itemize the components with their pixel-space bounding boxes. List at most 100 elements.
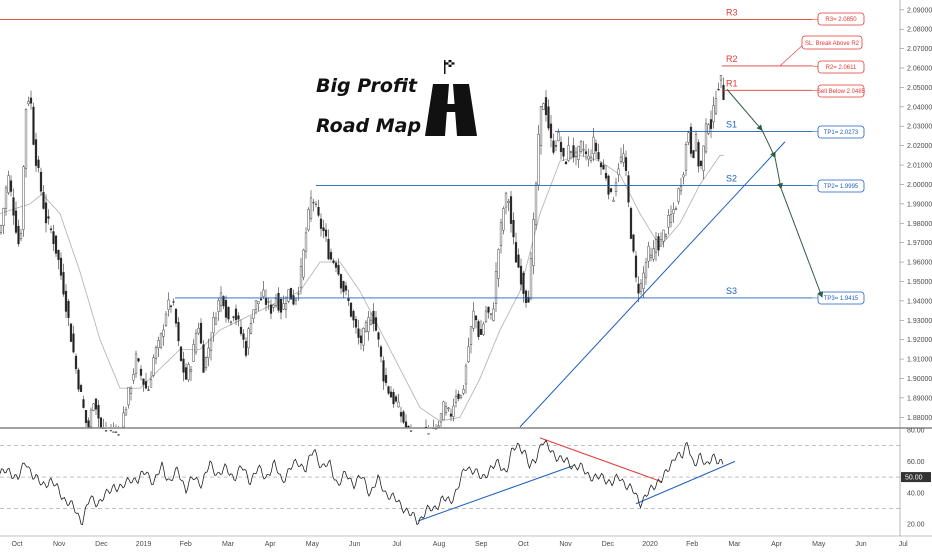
candle-body [620,157,622,162]
candle-body [298,294,300,295]
candle-body [513,220,515,237]
candle-body [58,250,60,259]
candle-body [613,200,615,201]
candle-body [553,141,555,153]
candle-body [410,431,412,432]
candle-body [45,203,47,223]
candle-body [85,410,87,423]
candle-body [658,236,660,250]
candle-body [333,261,335,263]
candle-body [165,314,167,325]
price-tick-label: 2.03000 [907,124,932,131]
candle-body [38,160,40,168]
candle-body [3,208,5,225]
candle-body [678,189,680,202]
candle-body [183,359,185,372]
candle-body [90,410,92,427]
candle-body [478,321,480,336]
candle-body [455,396,457,402]
candle-body [550,124,552,138]
candle-body [468,346,470,361]
candle-body [293,296,295,305]
candle-body [143,379,145,385]
time-tick-label: Jul [899,541,908,548]
candle-body [148,390,150,391]
candle-body [720,75,722,80]
callout-text-r1: Sell Below 2.0485 [817,89,866,95]
candle-body [438,426,440,427]
candle-body [288,290,290,302]
candle-body [715,99,717,114]
candle-body [365,323,367,332]
candle-body [320,219,322,229]
price-tick-label: 1.90000 [907,376,932,383]
candle-body [590,157,592,160]
candle-body [568,146,570,161]
candle-body [70,324,72,342]
candle-body [140,369,142,375]
candle-body [393,392,395,404]
candle-body [8,176,10,193]
candle-body [470,327,472,345]
level-label-r2: R2 [726,54,738,64]
candle-body [370,320,372,324]
candle-body [380,347,382,357]
price-tick-label: 1.92000 [907,337,932,344]
price-tick-label: 2.05000 [907,85,932,92]
candle-body [273,305,275,307]
price-tick-label: 1.95000 [907,279,932,286]
time-tick-label: 2019 [136,541,152,548]
candle-body [123,413,125,427]
time-tick-label: Nov [559,541,572,548]
candle-body [558,132,560,140]
candle-body [95,399,97,409]
callout-text-s1: TP1= 2.0273 [824,130,859,136]
candle-body [338,265,340,274]
candle-body [135,354,137,374]
price-tick-label: 1.97000 [907,240,932,247]
candle-body [285,303,287,309]
candle-body [615,183,617,192]
candle-body [480,329,482,334]
price-tick-label: 1.94000 [907,298,932,305]
candle-body [570,151,572,153]
candle-body [180,347,182,361]
price-tick-label: 2.07000 [907,46,932,53]
candle-body [465,366,467,384]
candle-body [155,348,157,359]
candle-body [208,348,210,358]
callout-text-r2: R2= 2.0611 [826,65,857,71]
candle-body [153,358,155,376]
candle-body [680,186,682,191]
price-tick-label: 2.08000 [907,27,932,34]
candle-body [93,404,95,411]
price-tick-label: 2.04000 [907,104,932,111]
candle-body [403,412,405,423]
level-label-r3: R3 [726,8,738,18]
candle-body [68,301,70,318]
candle-body [325,230,327,236]
candle-body [20,233,22,239]
candle-body [373,311,375,324]
candle-body [545,97,547,114]
candle-body [665,234,667,236]
candle-body [200,323,202,343]
candle-body [448,408,450,409]
time-tick-label: Jun [855,541,866,548]
time-tick-label: Dec [95,541,108,548]
candle-body [55,236,57,254]
candle-body [503,209,505,231]
candle-body [133,374,135,380]
candle-body [705,124,707,152]
candle-body [23,167,25,230]
candle-body [130,388,132,393]
candle-body [280,299,282,312]
candle-body [203,345,205,373]
candle-body [315,204,317,205]
candle-body [660,239,662,246]
time-tick-label: Oct [518,541,529,548]
candle-body [138,359,140,361]
candle-body [668,215,670,227]
candle-body [363,328,365,345]
